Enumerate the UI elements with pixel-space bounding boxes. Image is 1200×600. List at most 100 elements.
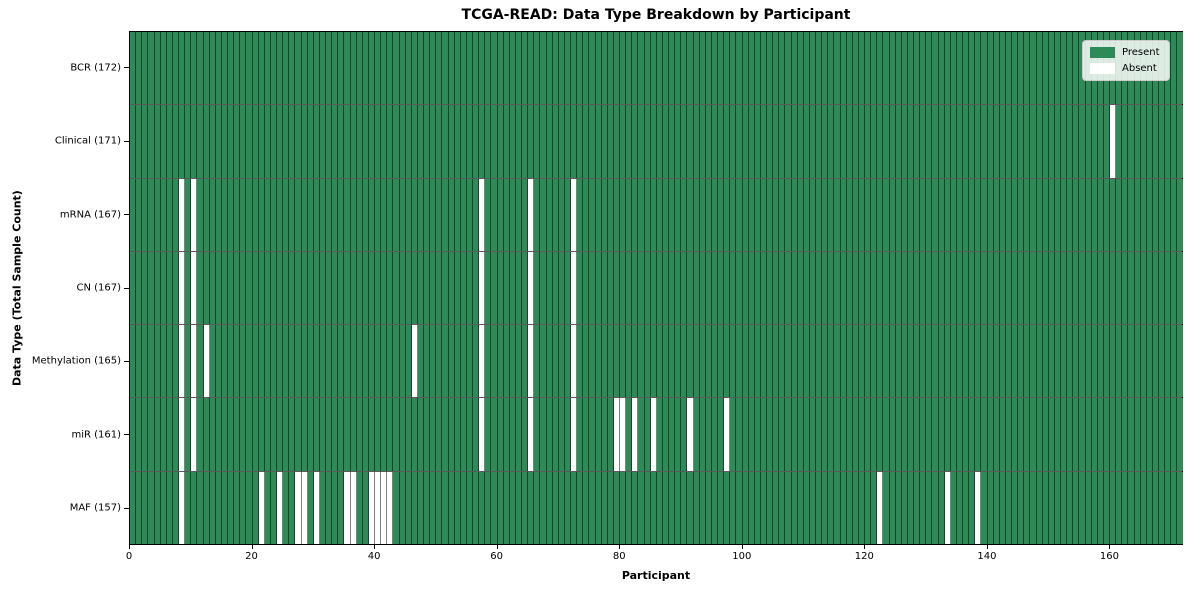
heatmap-cell-present [877,398,884,471]
heatmap-cell-present [773,251,780,325]
heatmap-cell-present [454,251,461,325]
heatmap-cell-present [387,32,394,105]
heatmap-cell-present [1103,251,1110,325]
heatmap-cell-present [130,105,137,178]
heatmap-cell-present [638,398,645,471]
heatmap-cell-present [515,178,522,251]
heatmap-cell-present [883,105,890,178]
heatmap-cell-present [632,471,639,544]
heatmap-cell-present [975,398,982,471]
heatmap-cell-present [595,471,602,544]
heatmap-cell-present [1146,251,1153,325]
heatmap-cell-present [430,325,437,398]
heatmap-cell-present [387,325,394,398]
heatmap-cell-present [1146,398,1153,471]
heatmap-cell-present [1128,105,1135,178]
heatmap-cell-present [356,325,363,398]
heatmap-cell-absent [191,398,198,471]
heatmap-cell-present [313,32,320,105]
heatmap-cell-present [577,471,584,544]
heatmap-cell-present [846,325,853,398]
heatmap-cell-present [209,325,216,398]
x-tick-mark [864,545,866,549]
heatmap-cell-present [1171,251,1178,325]
heatmap-cell-present [215,251,222,325]
heatmap-cell-present [699,251,706,325]
heatmap-cell-present [1146,471,1153,544]
heatmap-cell-present [1152,251,1159,325]
heatmap-cell-present [1067,105,1074,178]
heatmap-cell-present [803,105,810,178]
heatmap-cell-present [534,251,541,325]
heatmap-cell-present [754,178,761,251]
heatmap-cell-present [264,471,271,544]
heatmap-cell-present [319,178,326,251]
heatmap-cell-present [375,178,382,251]
legend: Present Absent [1082,40,1170,81]
heatmap-cell-present [319,105,326,178]
heatmap-cell-present [1030,471,1037,544]
heatmap-row-clinical [130,105,1183,179]
heatmap-cell-present [1171,105,1178,178]
heatmap-cell-present [1067,32,1074,105]
heatmap-cell-present [509,325,516,398]
heatmap-cell-present [1097,178,1104,251]
heatmap-cell-present [981,178,988,251]
heatmap-cell-present [399,398,406,471]
heatmap-cell-present [375,398,382,471]
heatmap-cell-present [160,178,167,251]
heatmap-cell-present [944,178,951,251]
heatmap-cell-present [215,32,222,105]
heatmap-cell-present [920,105,927,178]
heatmap-cell-present [914,398,921,471]
heatmap-cell-present [1097,325,1104,398]
heatmap-cell-present [809,398,816,471]
heatmap-cell-present [228,178,235,251]
heatmap-cell-present [987,32,994,105]
heatmap-cell-present [148,105,155,178]
heatmap-cell-present [1116,251,1123,325]
heatmap-cell-present [485,178,492,251]
heatmap-cell-present [656,471,663,544]
heatmap-cell-absent [368,471,375,544]
heatmap-cell-present [160,251,167,325]
heatmap-cell-present [650,325,657,398]
heatmap-cell-present [901,251,908,325]
heatmap-cell-absent [191,251,198,325]
heatmap-cell-absent [479,251,486,325]
heatmap-cell-absent [313,471,320,544]
heatmap-cell-present [393,398,400,471]
heatmap-cell-present [289,471,296,544]
heatmap-cell-present [424,178,431,251]
heatmap-cell-present [160,105,167,178]
heatmap-cell-present [644,325,651,398]
heatmap-cell-present [785,325,792,398]
heatmap-cell-present [277,251,284,325]
y-tick-mark [124,140,129,142]
heatmap-cell-present [1110,251,1117,325]
heatmap-cell-present [448,32,455,105]
heatmap-cell-present [1048,325,1055,398]
heatmap-cell-present [558,105,565,178]
heatmap-cell-present [779,325,786,398]
heatmap-cell-present [154,398,161,471]
heatmap-cell-present [130,398,137,471]
heatmap-cell-present [638,32,645,105]
y-tick-mark [124,360,129,362]
heatmap-cell-present [332,251,339,325]
heatmap-cell-present [136,251,143,325]
heatmap-cell-present [632,251,639,325]
heatmap-cell-present [356,178,363,251]
heatmap-cell-present [687,251,694,325]
heatmap-cell-present [264,32,271,105]
heatmap-cell-present [950,251,957,325]
heatmap-cell-absent [528,178,535,251]
heatmap-cell-present [626,471,633,544]
heatmap-cell-absent [179,251,186,325]
heatmap-cell-present [981,471,988,544]
x-tick-mark [619,545,621,549]
heatmap-cell-present [338,32,345,105]
heatmap-cell-present [362,178,369,251]
heatmap-cell-present [307,471,314,544]
heatmap-cell-present [791,325,798,398]
